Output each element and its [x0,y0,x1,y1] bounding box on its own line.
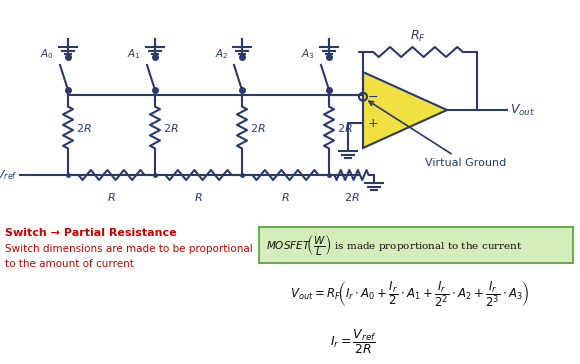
Text: $2R$: $2R$ [250,122,266,134]
Text: $+$: $+$ [367,117,379,130]
Text: $V_{out}$: $V_{out}$ [510,102,535,118]
Text: $2R$: $2R$ [343,191,360,203]
Text: $2R$: $2R$ [163,122,179,134]
Text: $R_F$: $R_F$ [410,29,426,44]
FancyBboxPatch shape [259,227,573,263]
Text: $A_3$: $A_3$ [301,47,315,61]
Text: Switch dimensions are made to be proportional
to the amount of current: Switch dimensions are made to be proport… [5,244,253,269]
Text: $R$: $R$ [194,191,203,203]
Text: Switch → Partial Resistance: Switch → Partial Resistance [5,228,177,238]
Text: $I_r = \dfrac{V_{ref}}{2R}$: $I_r = \dfrac{V_{ref}}{2R}$ [330,328,376,356]
Text: $A_2$: $A_2$ [215,47,228,61]
Text: $A_1$: $A_1$ [128,47,141,61]
Text: $2R$: $2R$ [76,122,92,134]
Text: $V_{out} = R_F\!\left(I_r \cdot A_0 + \dfrac{I_r}{2} \cdot A_1 + \dfrac{I_r}{2^2: $V_{out} = R_F\!\left(I_r \cdot A_0 + \d… [290,279,530,309]
Text: $R$: $R$ [281,191,290,203]
Text: $A_0$: $A_0$ [40,47,54,61]
Text: $-V_{ref}$: $-V_{ref}$ [0,168,18,182]
Text: $\mathit{MOSFET}\!\left(\dfrac{W}{L}\right)$ is made proportional to the current: $\mathit{MOSFET}\!\left(\dfrac{W}{L}\rig… [266,232,523,258]
Polygon shape [363,72,447,148]
Text: $-$: $-$ [368,90,379,103]
Text: $R$: $R$ [107,191,116,203]
Text: $2R$: $2R$ [337,122,353,134]
Text: Virtual Ground: Virtual Ground [369,101,506,168]
